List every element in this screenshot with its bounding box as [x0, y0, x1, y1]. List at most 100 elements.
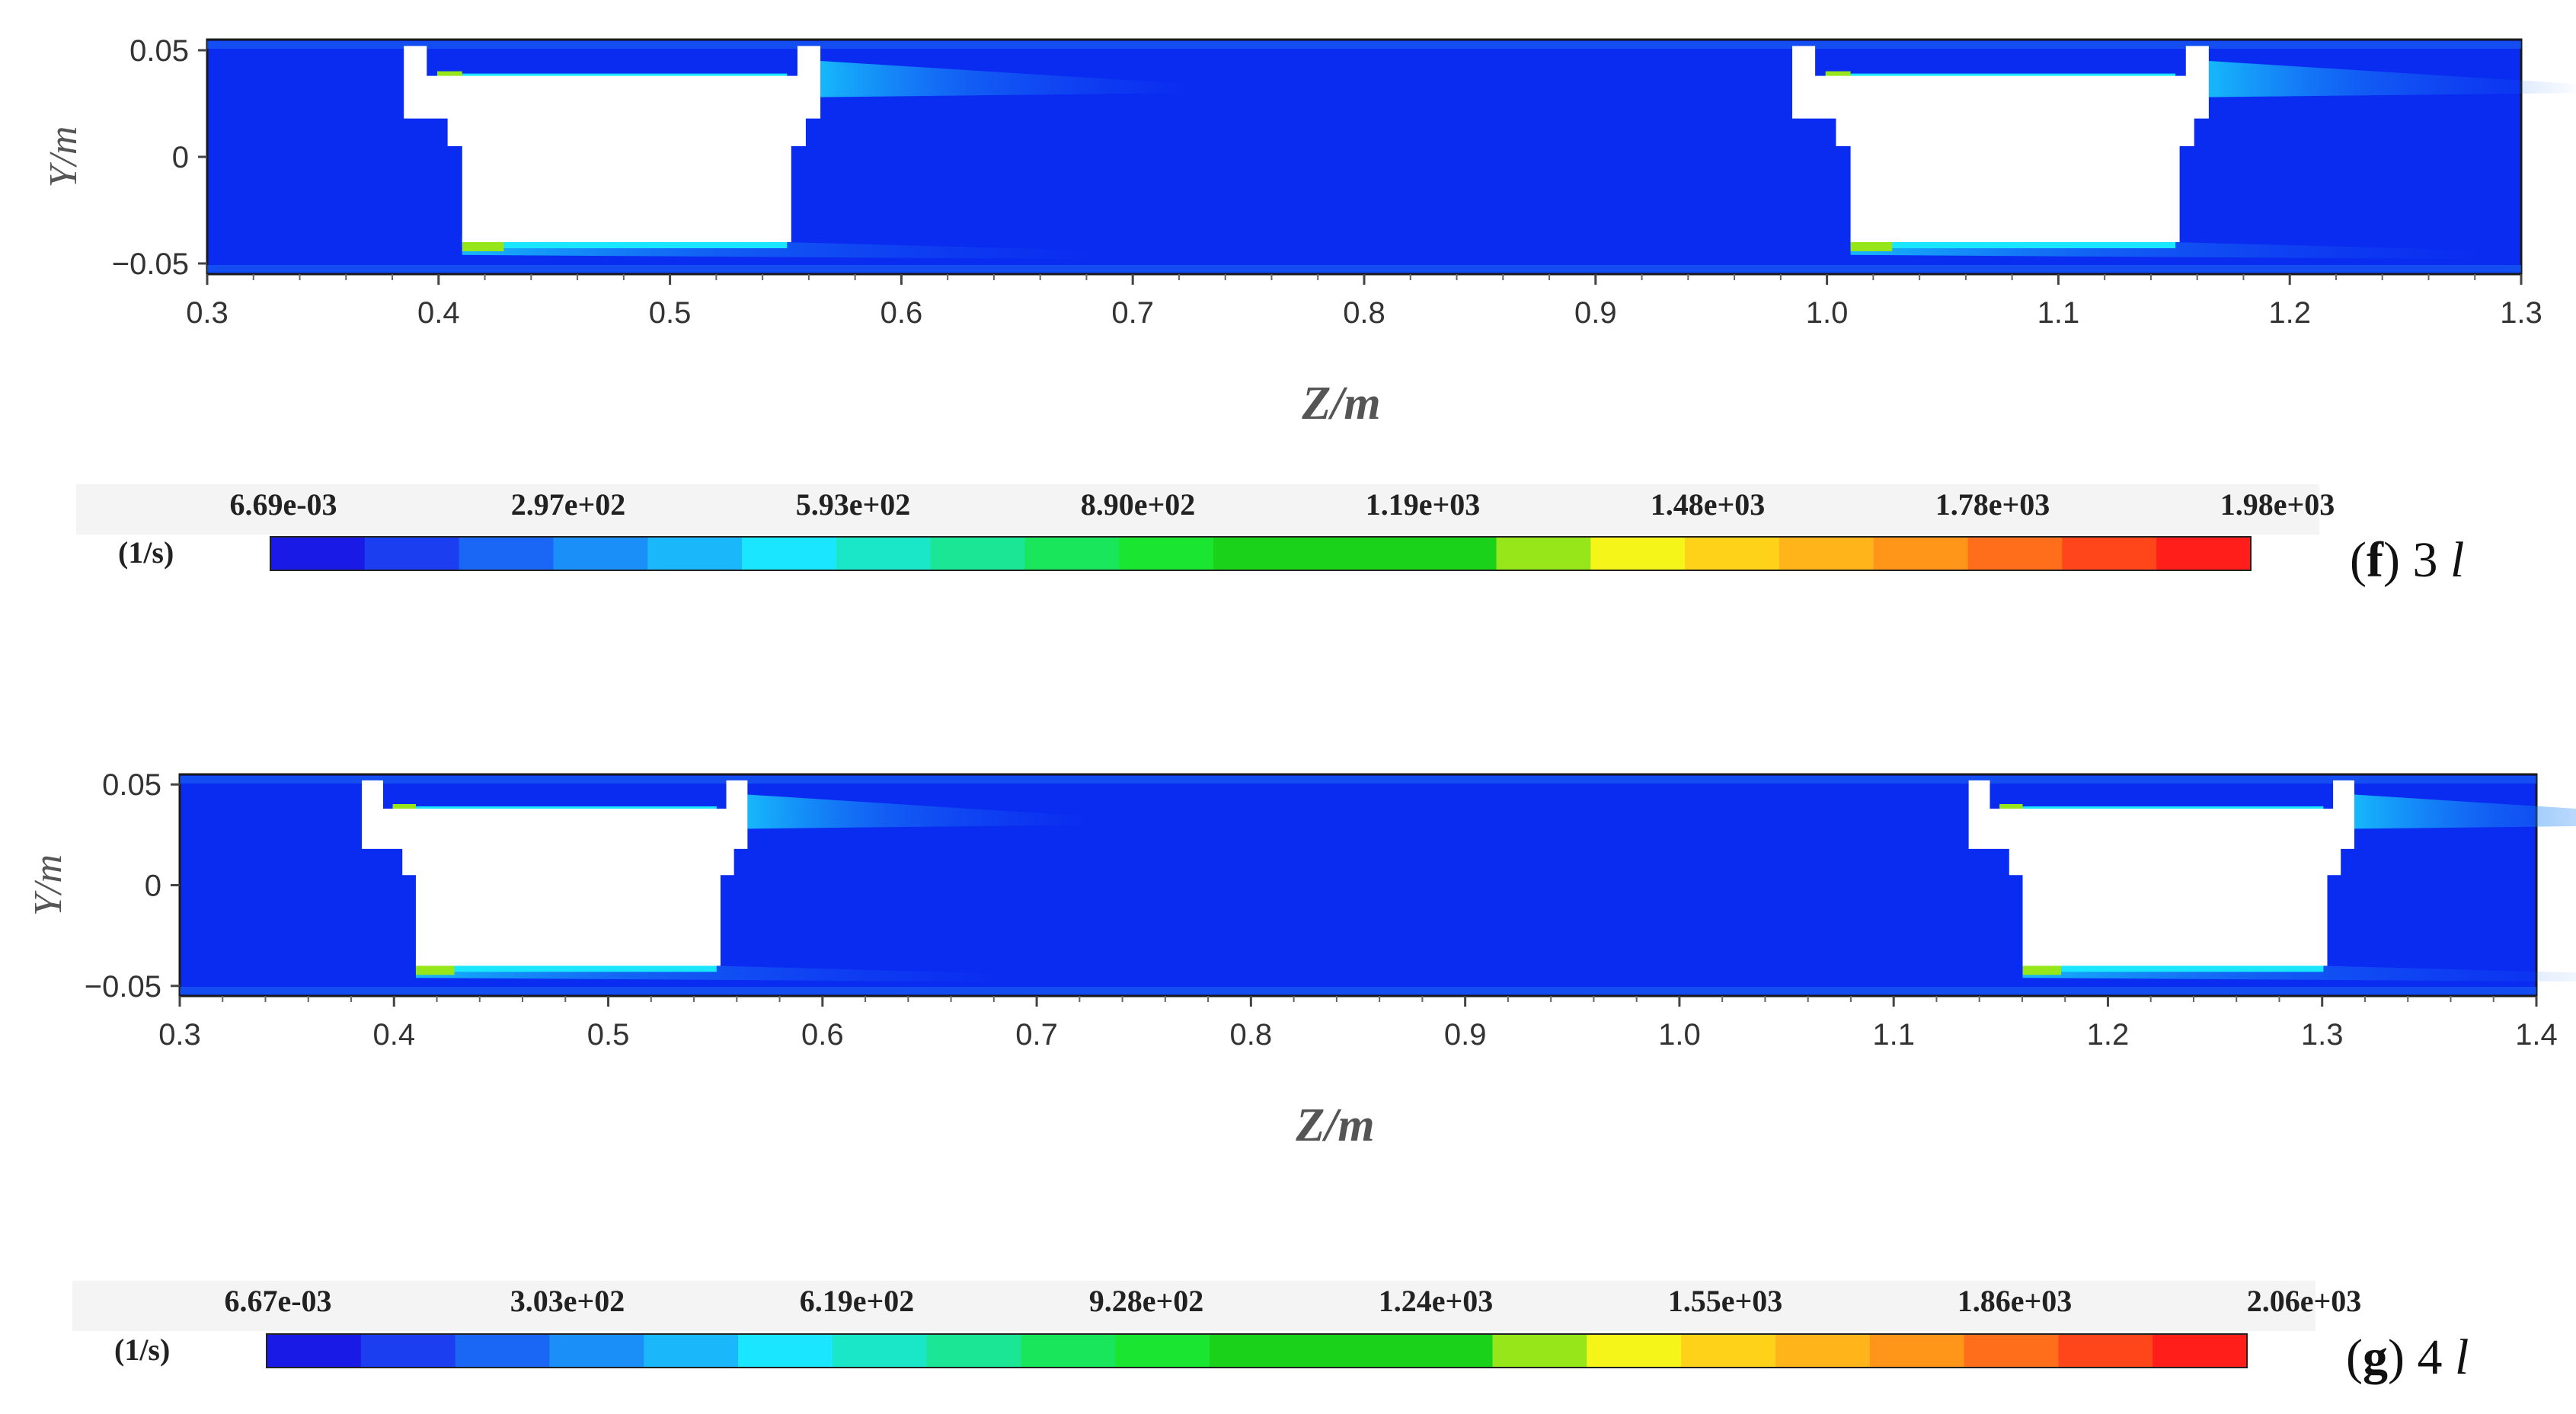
colorbar-segment: [1492, 1334, 1587, 1368]
x-tick-label: 1.3: [2301, 1018, 2344, 1052]
x-tick-label: 1.0: [1658, 1018, 1701, 1052]
colorbar-segment: [1590, 537, 1686, 570]
colorbar-tick-label: 2.97e+02: [511, 487, 626, 522]
x-tick-label: 1.3: [2500, 296, 2542, 330]
colorbar-segment: [270, 537, 366, 570]
x-tick-label: 0.3: [186, 296, 229, 330]
colorbar-tick-label: 1.24e+03: [1379, 1284, 1494, 1318]
colorbar-segment: [1307, 537, 1403, 570]
y-tick-label: −0.05: [85, 970, 161, 1004]
colorbar-segment: [738, 1334, 833, 1368]
lower-shear-layer: [462, 241, 788, 248]
panel-label: (f) 3 l: [2350, 532, 2464, 588]
x-tick-label: 0.9: [1574, 296, 1617, 330]
colorbar-label-band: [76, 484, 2319, 535]
colorbar-segment: [1119, 537, 1214, 570]
upper-wake: [2208, 61, 2576, 97]
obstacle-1: [362, 780, 748, 966]
colorbar-unit: (1/s): [118, 535, 174, 570]
colorbar-segment: [2058, 1334, 2153, 1368]
colorbar-segment: [926, 1334, 1021, 1368]
colorbar-tick-label: 6.69e-03: [229, 487, 337, 522]
colorbar-segment: [1021, 1334, 1116, 1368]
x-tick-label: 0.5: [649, 296, 692, 330]
x-tick-label: 1.0: [1806, 296, 1849, 330]
x-tick-label: 0.5: [587, 1018, 630, 1052]
colorbar-frame: [266, 1333, 2248, 1368]
upper-wake: [2354, 794, 2576, 829]
lower-shear-layer: [1850, 241, 2176, 248]
colorbar-segment: [836, 537, 932, 570]
y-tick-label: 0.05: [102, 768, 161, 802]
colorbar-tick-label: 1.19e+03: [1366, 487, 1481, 522]
obstacle-2: [1792, 46, 2209, 243]
y-axis-title: Y/m: [42, 126, 85, 188]
colorbar-segment: [2062, 537, 2157, 570]
colorbar-tick-label: 1.86e+03: [1958, 1284, 2073, 1318]
colorbar-segment: [1779, 537, 1874, 570]
colorbar-tick-label: 6.67e-03: [224, 1284, 331, 1318]
obstacle-1: [404, 46, 821, 243]
colorbar-tick-label: 2.06e+03: [2247, 1284, 2362, 1318]
colorbar-segment: [553, 537, 648, 570]
wall-band-bottom: [207, 265, 2521, 273]
x-tick-label: 0.6: [801, 1018, 844, 1052]
x-tick-label: 1.2: [2087, 1018, 2130, 1052]
panel-f: 0.3 0.4 0.5 0.6 0.7 0.8 0.9 1.0 1.1 1.2 1.3 0.05 0 −0…: [42, 34, 2576, 588]
colorbar-tick-label: 3.03e+02: [510, 1284, 625, 1318]
colorbar-segment: [930, 537, 1025, 570]
y-tick-label: −0.05: [112, 247, 189, 281]
colorbar-segment: [1213, 537, 1309, 570]
x-tick-label: 0.4: [372, 1018, 415, 1052]
y-tick-label: 0.05: [129, 34, 189, 68]
x-tick-label: 1.1: [2037, 296, 2080, 330]
colorbar-segment: [549, 1334, 644, 1368]
x-tick-label: 0.8: [1230, 1018, 1273, 1052]
colorbar-segment: [1967, 537, 2063, 570]
x-tick-label: 0.7: [1015, 1018, 1058, 1052]
colorbar-tick-label: 1.98e+03: [2220, 487, 2335, 522]
colorbar-segment: [1024, 537, 1120, 570]
colorbar-segment: [2156, 537, 2252, 570]
colorbar-label-band: [72, 1281, 2316, 1331]
obstacle-2: [1968, 780, 2354, 966]
colorbar-segment: [644, 1334, 739, 1368]
chart-f: 0.3 0.4 0.5 0.6 0.7 0.8 0.9 1.0 1.1 1.2 1.3 0.05 0 −0…: [42, 34, 2576, 588]
colorbar-segment: [459, 537, 554, 570]
colorbar-segment: [1681, 1334, 1776, 1368]
upper-wake: [820, 61, 1196, 97]
colorbar-segment: [1210, 1334, 1305, 1368]
x-tick-label: 0.9: [1444, 1018, 1487, 1052]
colorbar-segment: [647, 537, 743, 570]
x-tick-label: 0.3: [158, 1018, 201, 1052]
colorbar-segment: [832, 1334, 928, 1368]
x-tick-label: 0.8: [1343, 296, 1385, 330]
y-tick-label: 0: [172, 141, 189, 174]
y-axis-title: Y/m: [27, 854, 70, 916]
x-axis-title: Z/m: [1301, 378, 1380, 429]
colorbar-segment: [1873, 537, 1969, 570]
colorbar-tick-label: 6.19e+02: [800, 1284, 915, 1318]
colorbar-tick-label: 5.93e+02: [796, 487, 911, 522]
colorbar-segment: [267, 1334, 362, 1368]
upper-wake: [747, 794, 1095, 829]
colorbar-segment: [1775, 1334, 1871, 1368]
colorbar-segment: [1303, 1334, 1399, 1368]
x-tick-label: 1.2: [2268, 296, 2311, 330]
colorbar-segment: [1496, 537, 1591, 570]
colorbar-segment: [1115, 1334, 1210, 1368]
x-axis-title: Z/m: [1295, 1100, 1374, 1151]
colorbar-tick-label: 1.55e+03: [1668, 1284, 1783, 1318]
colorbar-segment: [2153, 1334, 2248, 1368]
colorbar-tick-label: 8.90e+02: [1081, 487, 1196, 522]
colorbar-frame: [270, 536, 2252, 571]
wall-band-top: [180, 776, 2536, 784]
colorbar-segment: [1869, 1334, 1965, 1368]
x-tick-label: 1.1: [1872, 1018, 1915, 1052]
colorbar-segment: [1964, 1334, 2059, 1368]
chart-g: 0.3 0.4 0.5 0.6 0.7 0.8 0.9 1.0 1.1 1.2 1.3 1.4 0.05…: [27, 768, 2576, 1385]
wall-band-top: [207, 41, 2521, 49]
panel-g: 0.3 0.4 0.5 0.6 0.7 0.8 0.9 1.0 1.1 1.2 1.3 1.4 0.05…: [0, 731, 2576, 1414]
y-tick-label: 0: [145, 870, 161, 903]
wall-band-bottom: [180, 987, 2536, 994]
